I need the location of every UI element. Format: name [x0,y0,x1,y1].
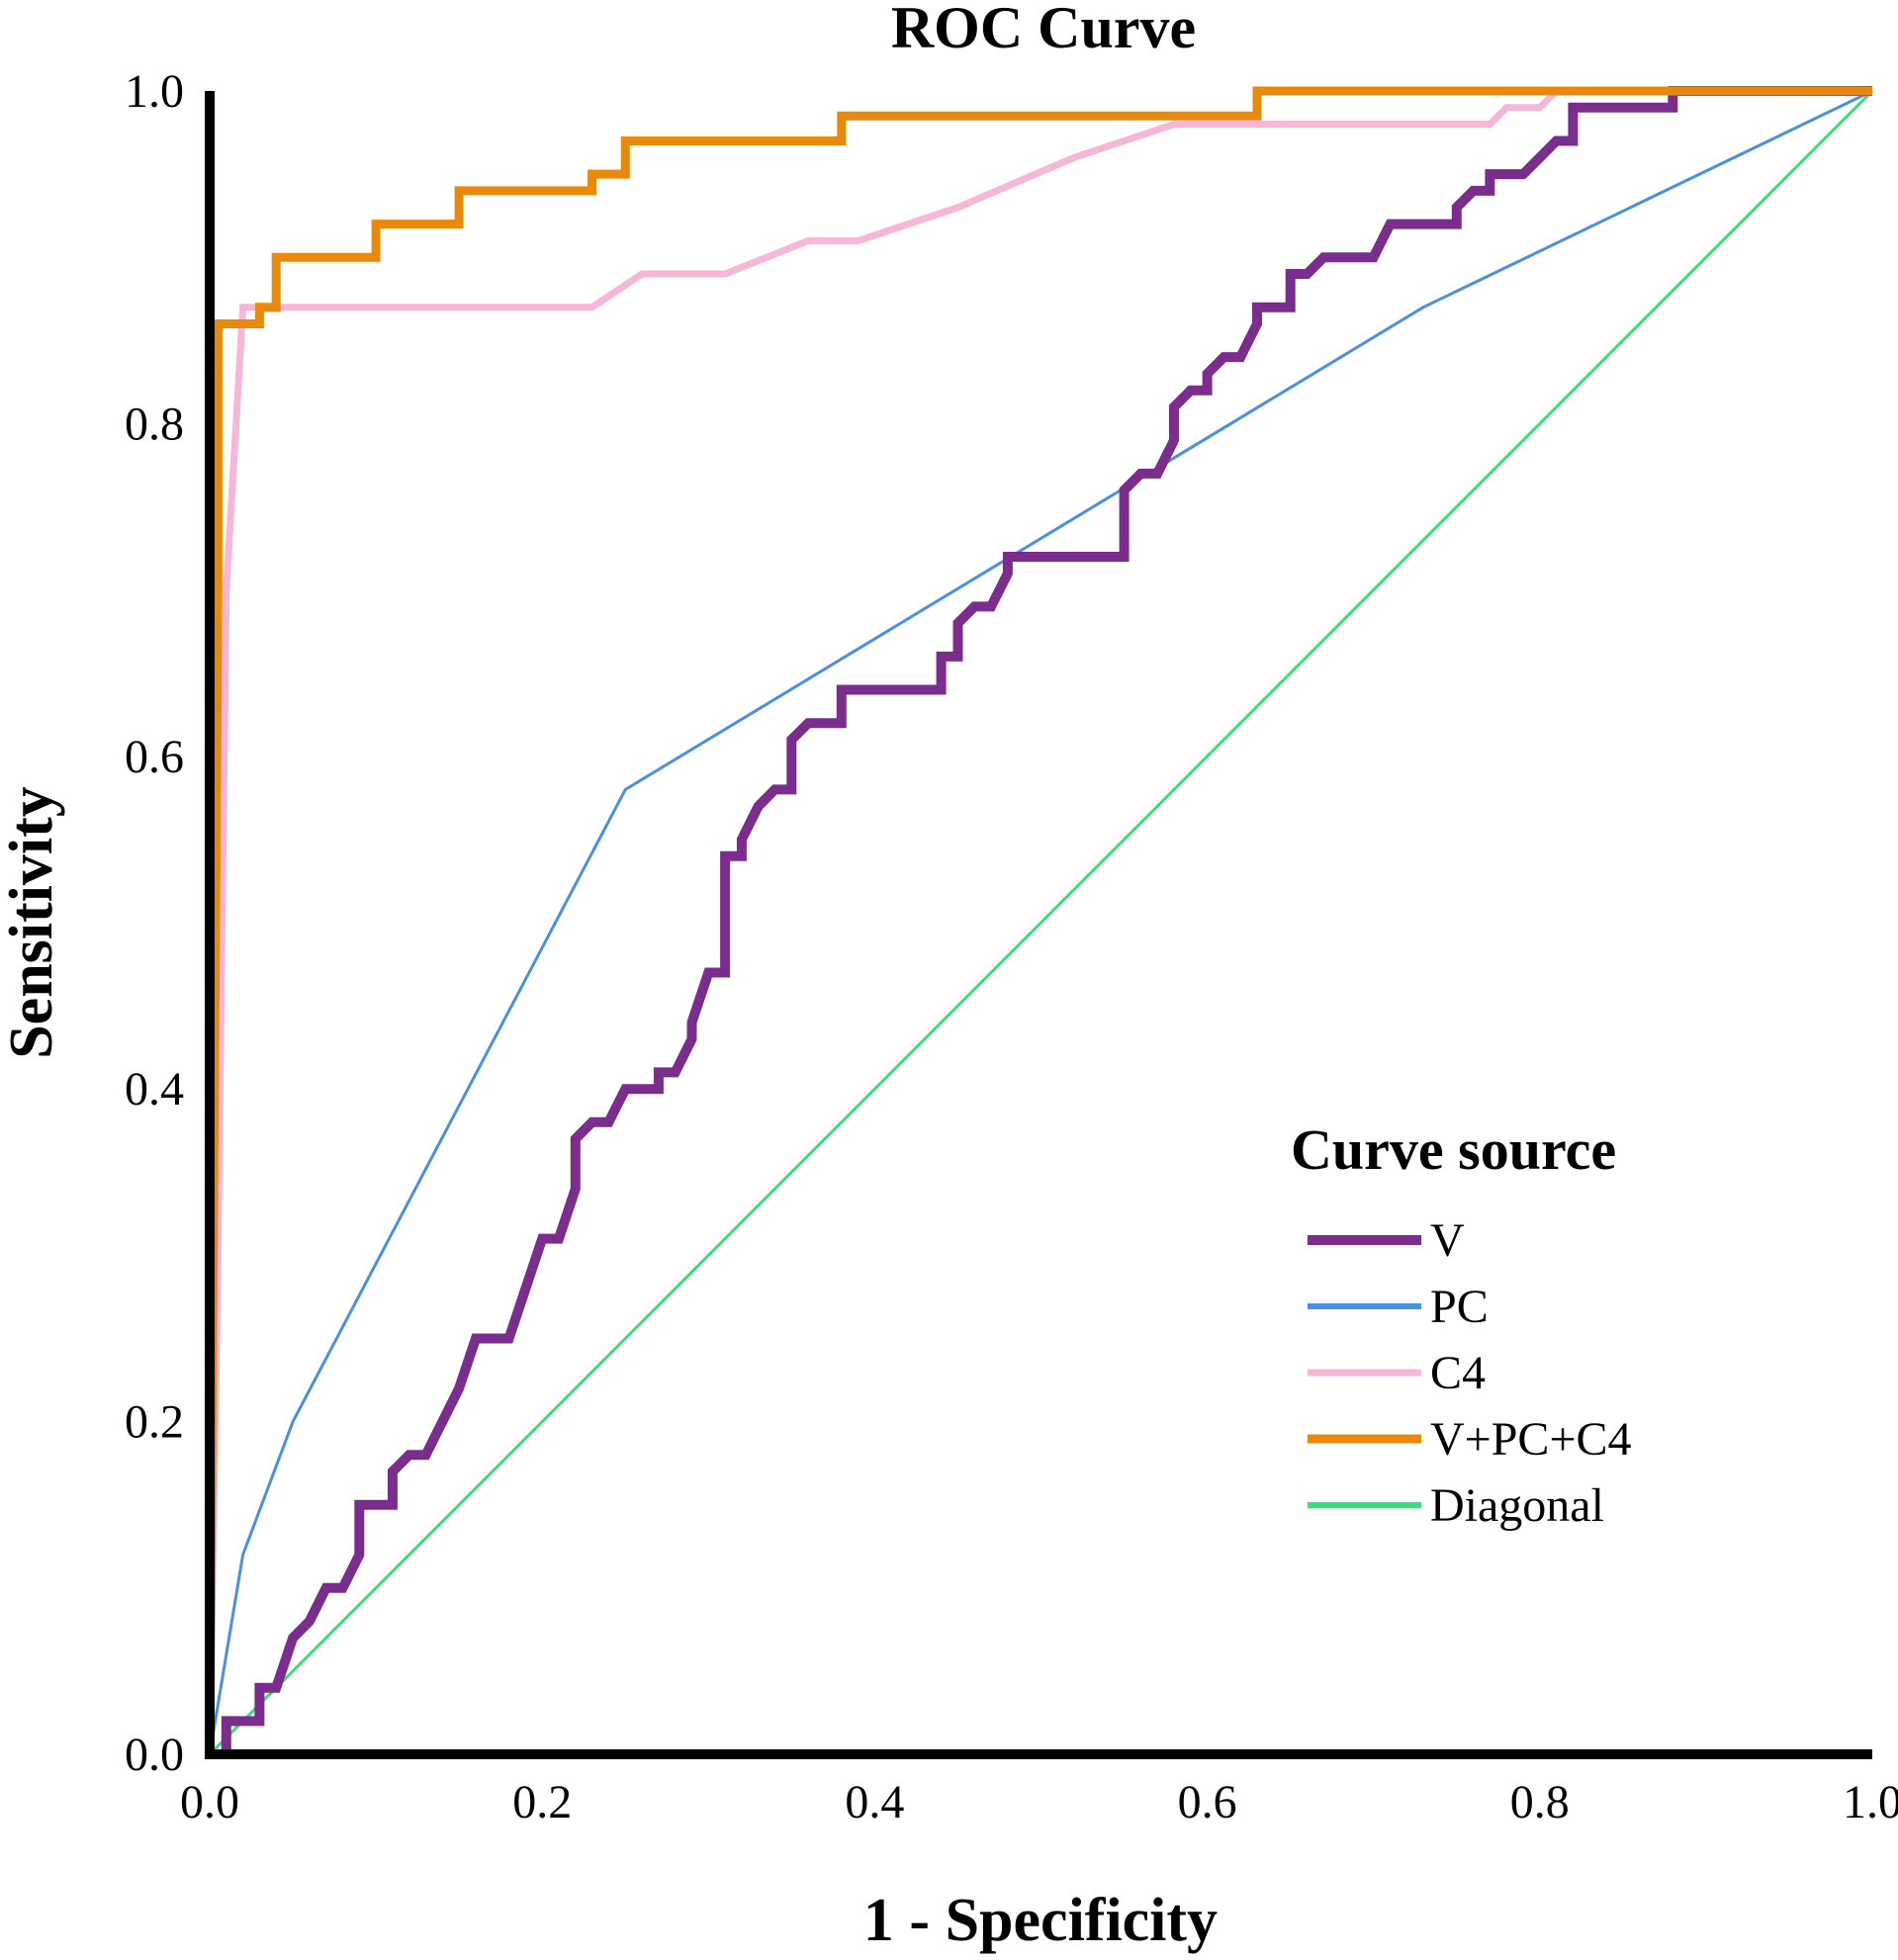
y-axis-title: Sensitivity [0,786,65,1059]
x-axis-title: 1 - Specificity [863,1887,1218,1954]
y-tick-label: 0.2 [125,1396,184,1449]
x-tick-label: 0.4 [845,1776,904,1828]
y-tick-label: 0.8 [125,398,184,450]
legend-items: V PC C4 V+PC+C4 Diagonal [1308,1214,1632,1532]
legend-label: PC [1430,1281,1489,1333]
series-line-v [210,86,1872,1759]
x-ticks: 0.0 0.2 0.4 0.6 0.8 1.0 [180,1776,1898,1828]
y-ticks: 0.0 0.2 0.4 0.6 0.8 1.0 [125,65,184,1781]
x-tick-label: 0.6 [1178,1776,1237,1828]
series-line-v-pc-c4 [205,86,1872,1755]
series-line-pc [208,89,1873,1755]
x-tick-label: 1.0 [1843,1776,1898,1828]
chart-title: ROC Curve [891,0,1196,60]
y-tick-label: 0.4 [125,1063,184,1115]
series-line-c4 [206,87,1872,1755]
legend-label: V+PC+C4 [1430,1413,1632,1466]
plot-area [205,86,1874,1759]
legend: Curve source V PC C4 V+PC+C4 Diagonal [1291,1117,1632,1532]
series-line-diagonal [208,89,1874,1756]
legend-label: Diagonal [1430,1479,1604,1532]
y-tick-label: 1.0 [125,65,184,118]
x-tick-label: 0.8 [1510,1776,1570,1828]
legend-label: C4 [1430,1347,1486,1399]
legend-title: Curve source [1291,1117,1616,1182]
x-tick-label: 0.0 [180,1776,239,1828]
y-tick-label: 0.6 [125,731,184,783]
x-tick-label: 0.2 [512,1776,572,1828]
y-tick-label: 0.0 [125,1729,184,1781]
series-layer [205,86,1874,1759]
legend-label: V [1430,1214,1465,1267]
